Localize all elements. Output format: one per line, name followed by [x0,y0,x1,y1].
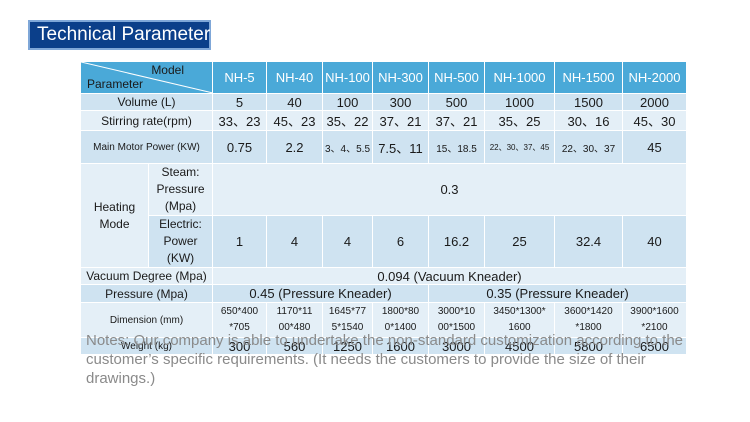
table-row-vacuum: Vacuum Degree (Mpa) 0.094 (Vacuum Kneade… [80,267,687,285]
table-cell: 1645*77 5*1540 [322,302,373,338]
table-cell: 6 [372,215,429,268]
table-cell: 30、16 [554,110,623,131]
table-row-volume: Volume (L) 5 40 100 300 500 1000 1500 20… [80,93,687,111]
pressure-value-small-models: 0.45 (Pressure Kneader) [212,284,429,303]
notes-text: Notes: Our company is able to undertake … [86,332,684,387]
table-row-stirring: Stirring rate(rpm) 33、23 45、23 35、22 37、… [80,110,687,131]
model-label: Model [151,63,184,77]
table-cell: 45、23 [266,110,323,131]
table-cell: 6500 [622,337,687,355]
technical-parameter-table: Model Parameter NH-5 NH-40 NH-100 NH-300… [80,61,687,355]
table-cell: 22、30、37、45 [484,130,555,164]
table-cell: 16.2 [428,215,485,268]
table-cell: 3000 [428,337,485,355]
pressure-value-large-models: 0.35 (Pressure Kneader) [428,284,687,303]
table-cell: 40 [266,93,323,111]
model-header: NH-100 [322,61,373,94]
table-cell: 45、30 [622,110,687,131]
table-cell: 300 [372,93,429,111]
table-cell: 2.2 [266,130,323,164]
vacuum-value: 0.094 (Vacuum Kneader) [212,267,687,285]
steam-pressure-value: 0.3 [212,163,687,216]
table-cell: 5 [212,93,267,111]
table-cell: 22、30、37 [554,130,623,164]
table-cell: 4 [322,215,373,268]
page-title: Technical Parameter [28,20,211,50]
table-row-pressure: Pressure (Mpa) 0.45 (Pressure Kneader) 0… [80,284,687,303]
table-cell: 3、4、5.5 [322,130,373,164]
table-cell: 500 [428,93,485,111]
table-cell: 100 [322,93,373,111]
table-cell: 3900*1600 *2100 [622,302,687,338]
table-cell: 45 [622,130,687,164]
table-cell: 37、21 [428,110,485,131]
model-header: NH-1500 [554,61,623,94]
table-cell: 32.4 [554,215,623,268]
table-cell: 1250 [322,337,373,355]
table-cell: 300 [212,337,267,355]
table-row-motor: Main Motor Power (KW) 0.75 2.2 3、4、5.5 7… [80,130,687,164]
table-row-weight: Weight (kg) 300 560 1250 1600 3000 4500 … [80,337,687,355]
model-header: NH-500 [428,61,485,94]
row-label: Main Motor Power (KW) [80,130,213,164]
table-row-heating-electric: Electric: Power (KW) 1 4 4 6 16.2 25 32.… [81,215,687,268]
model-header: NH-5 [212,61,267,94]
electric-power-label: Electric: Power (KW) [148,215,213,268]
model-header: NH-1000 [484,61,555,94]
row-label: Pressure (Mpa) [80,284,213,303]
table-cell: 15、18.5 [428,130,485,164]
table-row-heating-steam: Heating Mode Steam: Pressure (Mpa) 0.3 [80,163,687,268]
row-label: Weight (kg) [80,337,213,355]
table-cell: 7.5、11 [372,130,429,164]
table-cell: 35、22 [322,110,373,131]
heating-mode-label: Heating Mode [80,163,149,268]
table-cell: 3000*10 00*1500 [428,302,485,338]
table-cell: 1170*11 00*480 [266,302,323,338]
table-cell: 35、25 [484,110,555,131]
table-cell: 2000 [622,93,687,111]
table-cell: 25 [484,215,555,268]
table-cell: 0.75 [212,130,267,164]
table-cell: 1000 [484,93,555,111]
table-cell: 1600 [372,337,429,355]
row-label: Dimension (mm) [80,302,213,338]
table-header-row: Model Parameter NH-5 NH-40 NH-100 NH-300… [80,61,687,94]
parameter-model-header-cell: Model Parameter [80,61,213,94]
table-cell: 3450*1300* 1600 [484,302,555,338]
table-cell: 560 [266,337,323,355]
table-cell: 33、23 [212,110,267,131]
table-cell: 5800 [554,337,623,355]
model-header: NH-40 [266,61,323,94]
table-cell: 1 [212,215,267,268]
table-cell: 4500 [484,337,555,355]
steam-pressure-label: Steam: Pressure (Mpa) [148,163,213,216]
diagonal-divider [81,62,212,93]
parameter-label: Parameter [87,77,144,91]
row-label: Stirring rate(rpm) [80,110,213,131]
table-cell: 40 [622,215,687,268]
model-header: NH-300 [372,61,429,94]
row-label: Volume (L) [80,93,213,111]
table-cell: 4 [266,215,323,268]
table-cell: 1500 [554,93,623,111]
model-header: NH-2000 [622,61,687,94]
row-label: Vacuum Degree (Mpa) [80,267,213,285]
table-cell: 1800*80 0*1400 [372,302,429,338]
table-cell: 37、21 [372,110,429,131]
